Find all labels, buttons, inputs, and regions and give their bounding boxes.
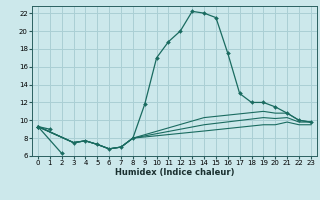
X-axis label: Humidex (Indice chaleur): Humidex (Indice chaleur) [115,168,234,177]
